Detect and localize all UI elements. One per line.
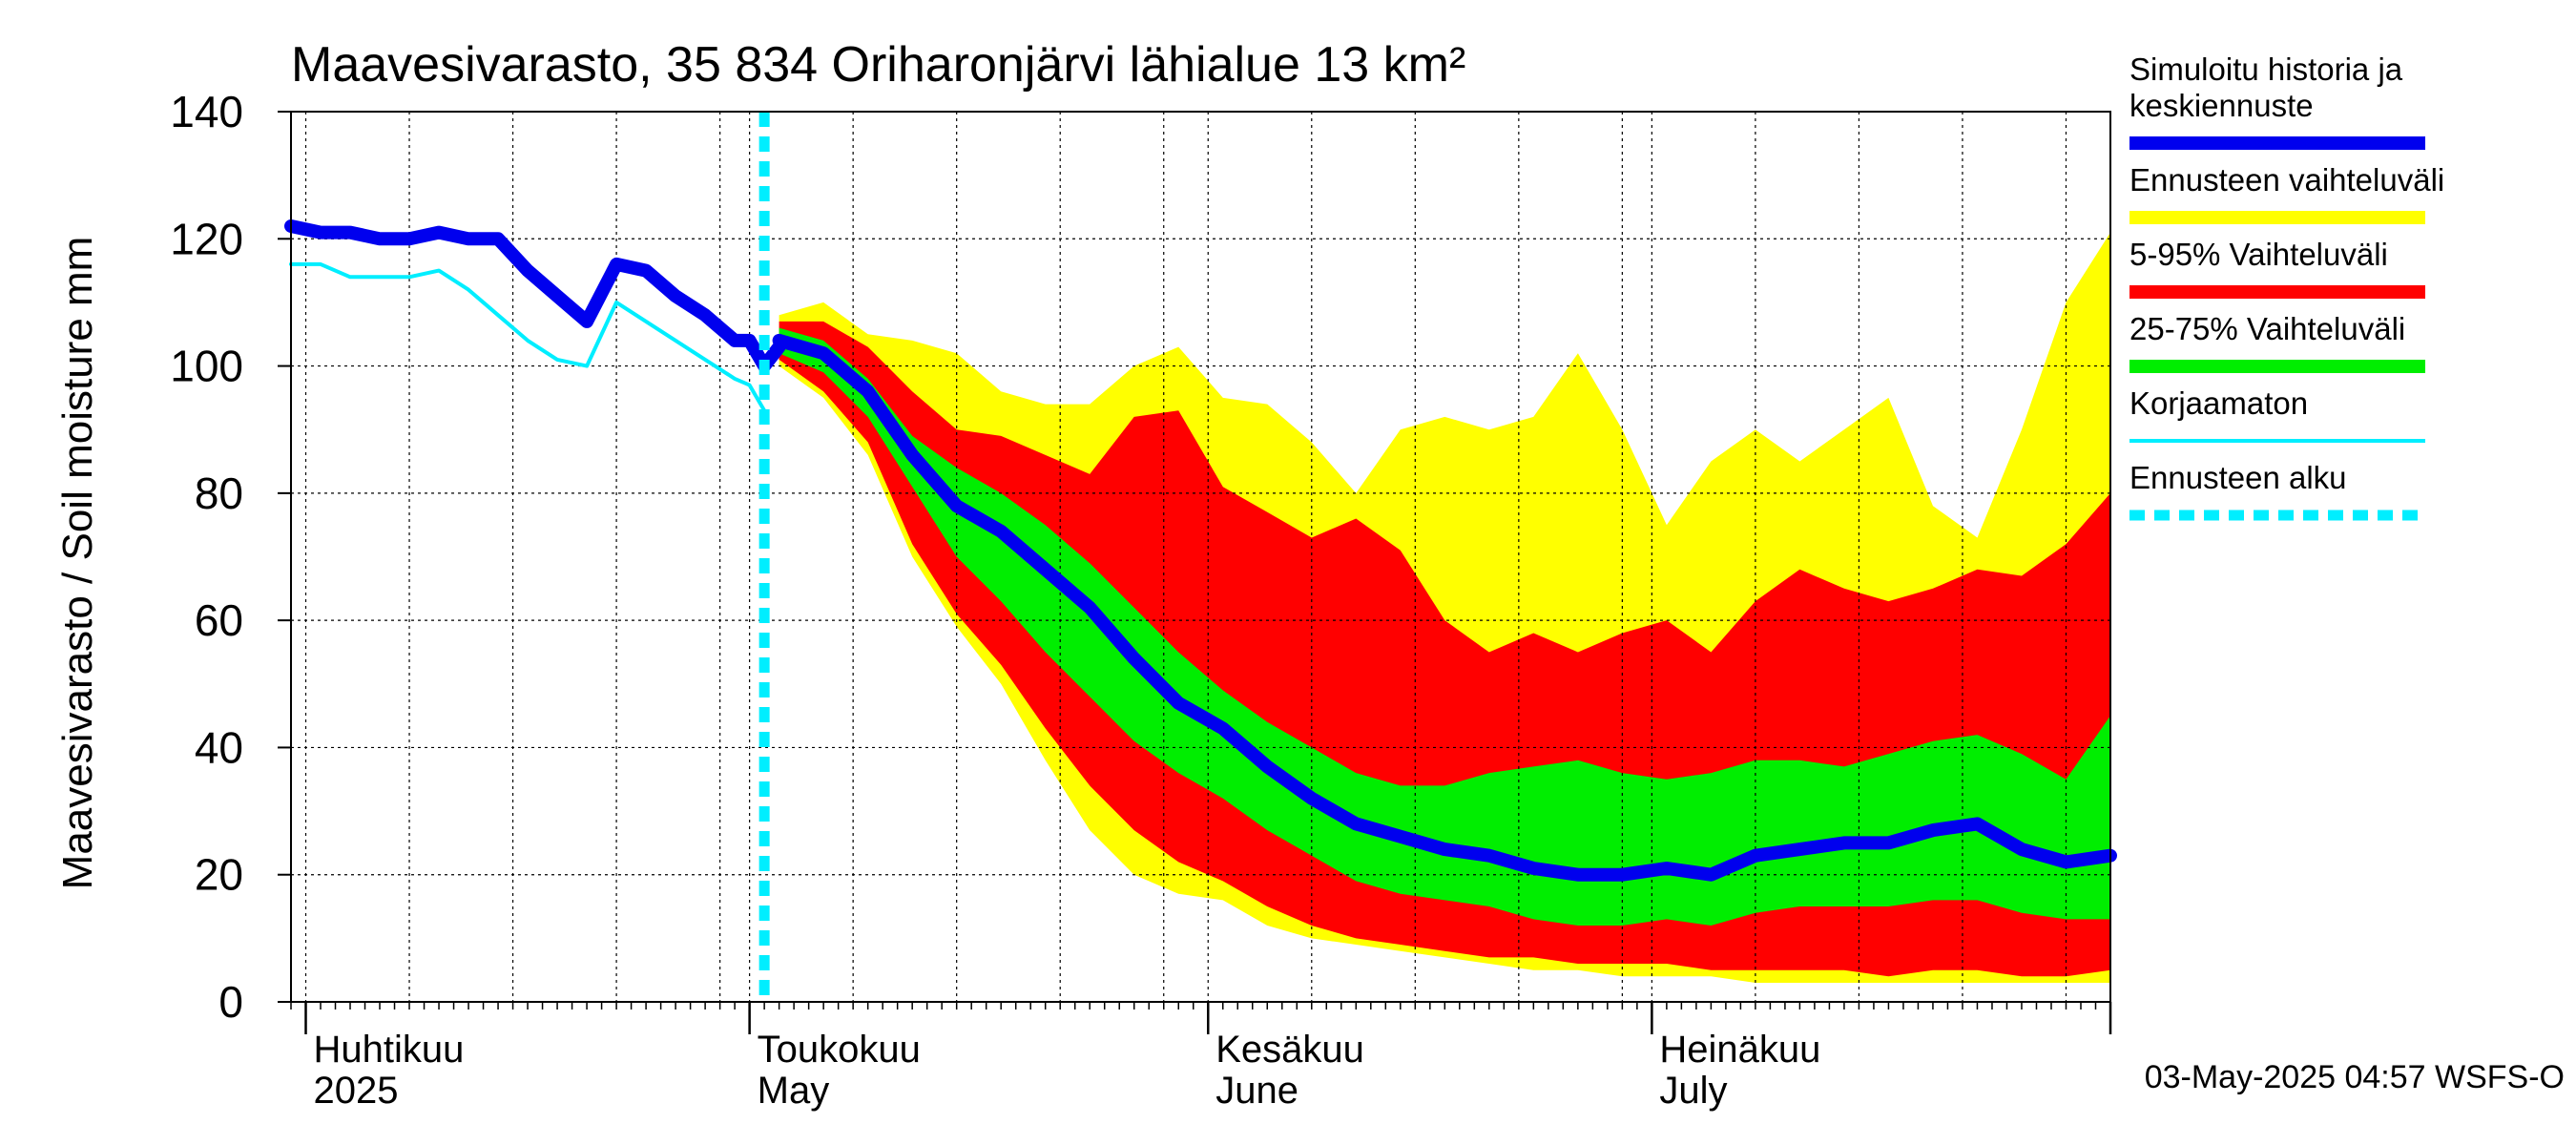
y-axis: 0 20 40 60 80 100 120 140 [170, 87, 291, 1027]
legend-label: Simuloitu historia ja [2129, 52, 2403, 87]
y-tick-label: 80 [195, 468, 243, 518]
y-tick-label: 140 [170, 87, 243, 136]
legend-label: 5-95% Vaihteluväli [2129, 237, 2388, 272]
y-tick-label: 60 [195, 595, 243, 645]
month-sublabel: May [758, 1070, 830, 1112]
chart-title: Maavesivarasto, 35 834 Oriharonjärvi läh… [291, 37, 1465, 93]
uncorrected-line [289, 261, 767, 413]
plot-frame [290, 111, 2111, 1003]
timestamp-footer: 03-May-2025 04:57 WSFS-O [2145, 1059, 2565, 1095]
month-sublabel: July [1659, 1070, 1727, 1112]
simulated-history-line [284, 219, 786, 373]
legend-label: Ennusteen vaihteluväli [2129, 162, 2444, 198]
series-lines [284, 112, 2117, 1002]
legend-label: keskiennuste [2129, 88, 2314, 123]
plot-border [290, 111, 2111, 1003]
band-25-75 [779, 327, 2110, 926]
y-axis-label: Maavesivarasto / Soil moisture mm [54, 237, 101, 890]
y-tick-label: 100 [170, 342, 243, 391]
month-sublabel: June [1215, 1070, 1298, 1112]
y-tick-label: 20 [195, 850, 243, 900]
y-tick-label: 40 [195, 722, 243, 772]
y-tick-label: 0 [218, 977, 243, 1027]
y-tick-label: 120 [170, 214, 243, 263]
month-label: Toukokuu [758, 1029, 921, 1071]
month-label: Huhtikuu [314, 1029, 465, 1071]
month-label: Kesäkuu [1215, 1029, 1364, 1071]
legend-label: 25-75% Vaihteluväli [2129, 311, 2405, 346]
forecast-bands [779, 232, 2110, 984]
legend-label: Korjaamaton [2129, 385, 2308, 421]
month-label: Heinäkuu [1659, 1029, 1820, 1071]
month-sublabel: 2025 [314, 1070, 399, 1112]
median-forecast-line [772, 333, 2117, 882]
legend-label: Ennusteen alku [2129, 460, 2347, 495]
